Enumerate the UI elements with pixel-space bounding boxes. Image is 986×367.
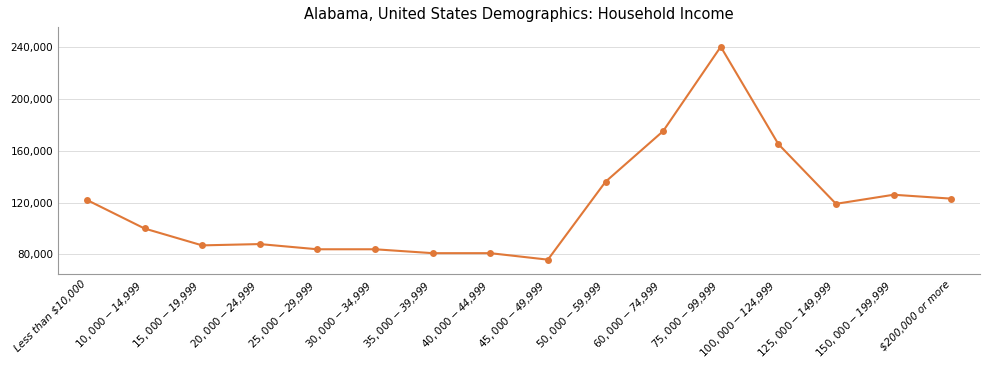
Title: Alabama, United States Demographics: Household Income: Alabama, United States Demographics: Hou… xyxy=(304,7,734,22)
